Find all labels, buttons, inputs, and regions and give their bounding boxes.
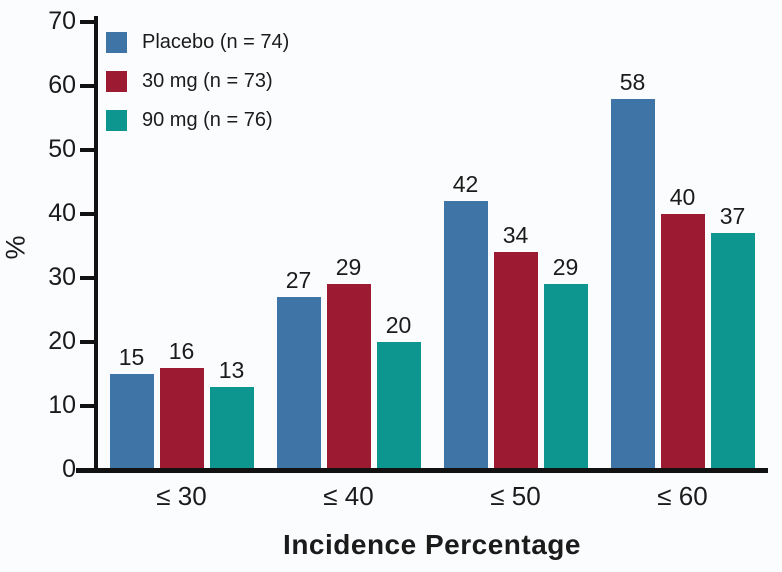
y-tick-label: 30 [48,263,76,291]
x-axis-labels: ≤ 30 ≤ 40 ≤ 50 ≤ 60 [98,481,766,512]
bar-value-label: 29 [552,254,579,281]
bar-group: 15 16 13 [98,338,265,470]
y-axis-title: % [0,235,31,260]
bar-value-label: 40 [669,184,696,210]
y-tick [80,20,96,24]
bar-30mg: 40 [660,184,705,470]
y-tick [80,148,96,152]
y-tick-label: 0 [62,455,76,483]
legend-swatch-90mg [106,110,127,131]
legend-item-30mg: 30 mg (n = 73) [106,70,289,93]
bar-30mg: 29 [326,254,371,470]
legend-label: 30 mg (n = 73) [142,70,273,92]
bar-placebo: 15 [109,344,154,470]
x-category-label: ≤ 60 [657,481,708,511]
bar-30mg: 34 [493,222,538,470]
y-tick-label: 20 [48,327,76,355]
bar-value-label: 29 [335,254,362,281]
bar-group: 27 29 20 [265,254,432,470]
legend-item-90mg: 90 mg (n = 76) [106,109,289,132]
legend-swatch-placebo [106,32,127,53]
legend-item-placebo: Placebo (n = 74) [106,31,289,54]
y-tick [80,84,96,88]
y-tick [80,340,96,344]
bar-90mg: 29 [543,254,588,470]
legend: Placebo (n = 74) 30 mg (n = 73) 90 mg (n =… [106,31,289,148]
legend-label: 90 mg (n = 76) [142,109,273,131]
bar-placebo: 58 [610,69,655,470]
x-category-label: ≤ 50 [490,481,541,511]
bar-value-label: 42 [452,171,479,198]
y-tick [80,276,96,280]
y-tick-label: 50 [48,135,76,163]
y-tick-label: 10 [48,391,76,419]
y-axis-line [94,16,98,473]
legend-label: Placebo (n = 74) [142,31,290,53]
bar-group: 58 40 37 [599,69,766,470]
x-axis-title: Incidence Percentage [283,529,581,560]
y-tick-label: 70 [48,7,76,35]
bar-value-label: 27 [285,267,312,294]
bar-group: 42 34 29 [432,171,599,470]
y-tick [80,404,96,408]
bar-value-label: 37 [719,203,746,230]
bar-90mg: 20 [376,312,421,470]
y-tick-label: 60 [48,71,76,99]
bar-value-label: 15 [118,344,145,370]
bar-value-label: 16 [168,337,195,364]
x-axis-line [76,468,768,473]
y-tick [80,212,96,216]
bar-value-label: 13 [218,356,245,383]
x-category-label: ≤ 30 [156,481,207,511]
bar-value-label: 58 [619,68,646,95]
bar-90mg: 37 [710,203,755,470]
x-category-label: ≤ 40 [323,481,374,511]
bar-placebo: 42 [443,171,488,470]
bar-value-label: 34 [502,222,529,249]
bar-value-label: 20 [385,312,412,338]
legend-swatch-30mg [106,71,127,92]
bar-30mg: 16 [159,338,204,470]
bar-90mg: 13 [209,357,254,470]
plot-area: 15 16 13 27 29 20 42 34 29 58 40 37 [98,22,766,470]
bar-placebo: 27 [276,267,321,470]
y-tick-label: 40 [48,199,76,227]
